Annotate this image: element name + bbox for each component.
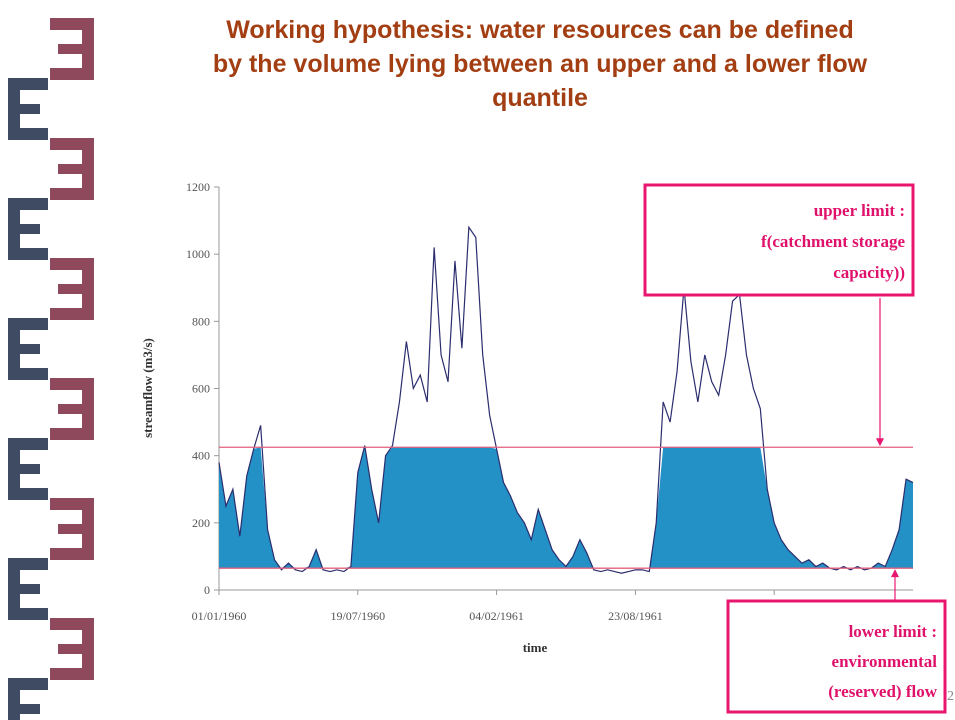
resource-area [219, 447, 913, 569]
y-tick-label: 400 [192, 449, 210, 463]
annotation-box [726, 599, 947, 714]
annotation-box [643, 183, 915, 297]
page-number: 2 [947, 689, 954, 704]
annotation-text: lower limit : [849, 622, 937, 641]
x-tick-label: 19/07/1960 [330, 609, 385, 623]
y-tick-label: 600 [192, 382, 210, 396]
arrow-head [876, 438, 884, 447]
title-line: by the volume lying between an upper and… [213, 50, 868, 78]
annotation-text: upper limit : [814, 201, 905, 220]
annotation-text: (reserved) flow [828, 682, 937, 701]
annotation-text: environmental [832, 652, 938, 671]
x-tick-label: 01/01/1960 [192, 609, 247, 623]
streamflow-line [218, 225, 914, 574]
x-tick-label: 23/08/1961 [608, 609, 663, 623]
annotation-text: capacity)) [833, 263, 905, 282]
x-tick-label: 04/02/1961 [469, 609, 524, 623]
y-tick-label: 200 [192, 516, 210, 530]
annotation-text: f(catchment storage [761, 232, 905, 251]
left-decoration [8, 18, 94, 720]
y-tick-label: 1200 [186, 180, 210, 194]
y-axis-label: streamflow (m3/s) [140, 338, 155, 438]
annotations: upper limit : f(catchment storage capacity… [643, 183, 954, 714]
arrow-head [891, 569, 899, 578]
x-axis-label: time [523, 640, 548, 655]
y-tick-label: 0 [204, 583, 210, 597]
plot: 0 200 400 600 800 1000 1200 01/01/1960 19/07/196… [186, 180, 914, 623]
y-tick-label: 1000 [186, 247, 210, 261]
title-line: quantile [492, 84, 588, 112]
y-tick-label: 800 [192, 314, 210, 328]
title-line: Working hypothesis: water resources can … [226, 16, 853, 44]
